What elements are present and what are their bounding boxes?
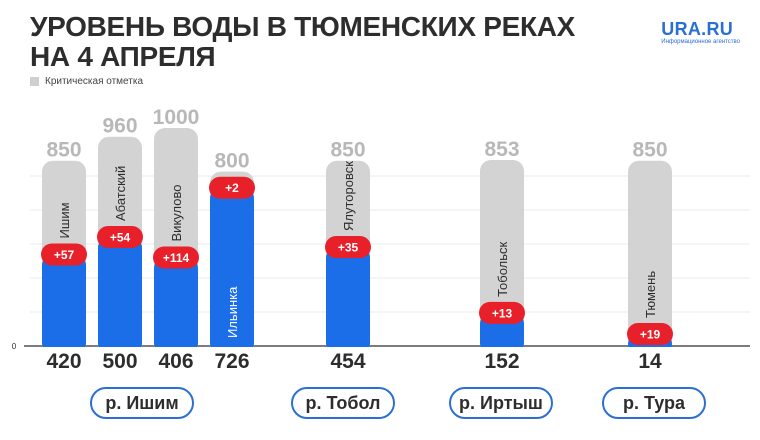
critical-bar <box>628 160 672 354</box>
bar-base-mask <box>97 347 143 357</box>
change-label: +19 <box>640 328 661 342</box>
critical-value-label: 1000 <box>153 106 200 129</box>
level-bar <box>210 187 254 354</box>
legend-label: Критическая отметка <box>45 76 144 87</box>
bar-base-mask <box>153 347 199 357</box>
critical-value-label: 853 <box>484 138 519 161</box>
logo-subtitle: Информационное агентство <box>661 39 740 45</box>
station-label: Ишим <box>57 202 72 238</box>
river-group-label: р. Ишим <box>90 387 194 419</box>
station-label: Абатский <box>113 166 128 221</box>
change-label: +57 <box>54 248 75 262</box>
change-badge <box>479 301 525 324</box>
level-value-label: 152 <box>484 350 519 373</box>
bar-base-mask <box>41 347 87 357</box>
bar-base-mask <box>479 347 525 357</box>
change-badge <box>209 176 255 199</box>
change-badge <box>153 246 199 269</box>
level-value-label: 420 <box>46 350 81 373</box>
change-label: +13 <box>492 306 513 320</box>
change-badge <box>325 236 371 259</box>
level-value-label: 406 <box>158 350 193 373</box>
y-zero-label: 0 <box>12 342 17 351</box>
chart-title: УРОВЕНЬ ВОДЫ В ТЮМЕНСКИХ РЕКАХ НА 4 АПРЕ… <box>30 12 575 72</box>
critical-value-label: 960 <box>102 115 137 138</box>
title-line-1: УРОВЕНЬ ВОДЫ В ТЮМЕНСКИХ РЕКАХ <box>30 11 576 42</box>
level-value-label: 14 <box>638 350 662 373</box>
bar-base-mask <box>209 347 255 357</box>
change-label: +2 <box>225 181 239 195</box>
critical-value-label: 850 <box>46 139 81 162</box>
river-group-label: р. Иртыш <box>449 387 553 419</box>
change-label: +114 <box>163 251 190 265</box>
station-label: Викулово <box>169 185 184 242</box>
critical-value-label: 850 <box>330 139 365 162</box>
title-line-2: НА 4 АПРЕЛЯ <box>30 41 216 72</box>
change-badge <box>41 243 87 266</box>
bar-base-mask <box>325 347 371 357</box>
bar-base-mask <box>627 347 673 357</box>
critical-value-label: 850 <box>632 139 667 162</box>
change-badge <box>627 323 673 345</box>
ura-logo[interactable]: URA.RU Информационное агентство <box>661 20 740 46</box>
station-label: Тобольск <box>495 241 510 296</box>
station-label: Ялуторовск <box>341 161 356 231</box>
river-group-label: р. Тобол <box>291 387 395 419</box>
level-bar <box>98 237 142 354</box>
level-bar <box>154 257 198 354</box>
logo-text: URA.RU <box>661 19 734 39</box>
change-badge <box>97 226 143 248</box>
legend: Критическая отметка <box>30 76 143 87</box>
critical-value-label: 800 <box>214 150 249 173</box>
station-label: Тюмень <box>643 271 658 318</box>
level-value-label: 726 <box>214 350 249 373</box>
change-label: +35 <box>338 241 359 255</box>
change-label: +54 <box>110 231 131 245</box>
station-label: Ильинка <box>225 286 240 338</box>
level-value-label: 500 <box>102 350 137 373</box>
level-bar <box>326 247 370 354</box>
legend-swatch <box>30 77 39 86</box>
level-value-label: 454 <box>330 350 365 373</box>
river-group-label: р. Тура <box>602 387 706 419</box>
level-bar <box>42 254 86 354</box>
